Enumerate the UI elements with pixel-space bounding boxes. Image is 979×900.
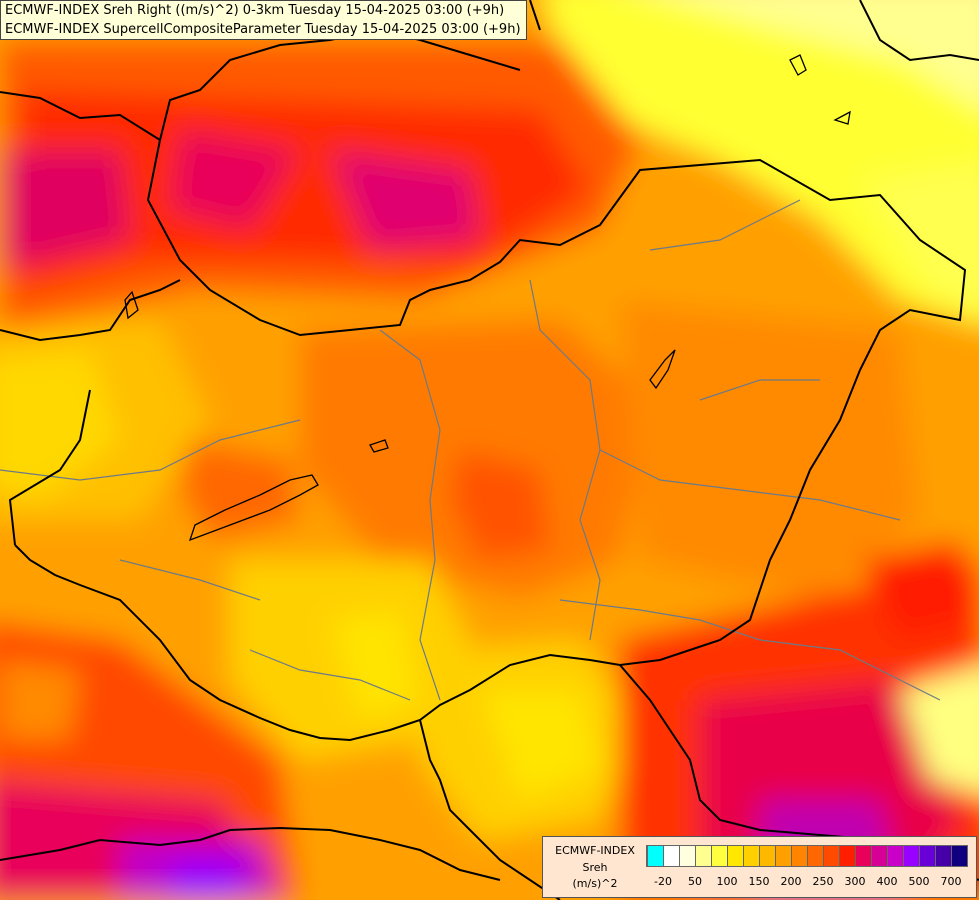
legend-swatch <box>647 846 663 866</box>
legend-swatch <box>935 846 951 866</box>
legend-tick-label: 500 <box>908 875 930 888</box>
legend-swatch <box>887 846 903 866</box>
legend-swatch <box>839 846 855 866</box>
legend-variable: Sreh <box>582 861 608 874</box>
legend-tick-label: 150 <box>748 875 770 888</box>
legend-swatch <box>663 846 679 866</box>
legend-swatch <box>871 846 887 866</box>
legend-tick-label: 700 <box>940 875 962 888</box>
legend-swatch <box>791 846 807 866</box>
legend-tick-label: 400 <box>876 875 898 888</box>
legend-swatch <box>759 846 775 866</box>
color-legend: ECMWF-INDEX Sreh (m/s)^2 -20 50 100 150 200 2… <box>542 836 977 898</box>
legend-swatch <box>695 846 711 866</box>
legend-tick-label: 100 <box>716 875 738 888</box>
legend-swatch <box>951 846 967 866</box>
legend-tick-label: 300 <box>844 875 866 888</box>
lakes <box>124 54 851 542</box>
legend-tick-label: -20 <box>654 875 672 888</box>
title-line-1: ECMWF-INDEX Sreh Right ((m/s)^2) 0-3km T… <box>5 3 505 18</box>
legend-swatch <box>743 846 759 866</box>
legend-swatch <box>919 846 935 866</box>
legend-product: ECMWF-INDEX <box>555 844 635 857</box>
legend-swatch <box>727 846 743 866</box>
legend-color-scale <box>646 845 968 867</box>
legend-tick-label: 200 <box>780 875 802 888</box>
map-title-box: ECMWF-INDEX Sreh Right ((m/s)^2) 0-3km T… <box>0 0 527 40</box>
river-lines <box>0 199 941 701</box>
legend-tick-label: 50 <box>688 875 702 888</box>
legend-swatch <box>807 846 823 866</box>
legend-swatch <box>903 846 919 866</box>
legend-swatch <box>775 846 791 866</box>
title-line-2: ECMWF-INDEX SupercellCompositeParameter … <box>5 22 521 37</box>
legend-swatch <box>823 846 839 866</box>
legend-swatch <box>679 846 695 866</box>
legend-tick-label: 250 <box>812 875 834 888</box>
legend-swatch <box>711 846 727 866</box>
legend-unit: (m/s)^2 <box>572 877 618 890</box>
legend-swatch <box>855 846 871 866</box>
